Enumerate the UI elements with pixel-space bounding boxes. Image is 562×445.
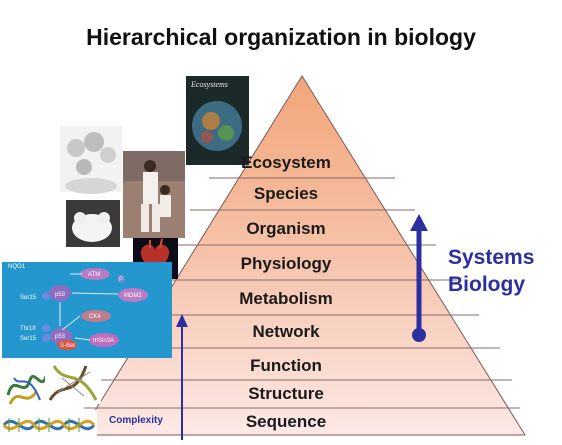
ecosystems-book-image: Ecosystems xyxy=(186,76,249,165)
dna-helix-image xyxy=(2,410,97,440)
level-organism: Organism xyxy=(246,219,326,238)
network-label: Ser15 xyxy=(20,336,37,342)
network-label: S-Ber xyxy=(60,343,75,349)
protein-structure-image xyxy=(2,365,50,411)
level-network: Network xyxy=(252,322,320,341)
network-label: MDM2 xyxy=(124,293,142,299)
level-species: Species xyxy=(253,184,319,203)
complexity-arrow xyxy=(176,314,188,440)
dna-structure-image xyxy=(45,358,101,404)
level-function: Function xyxy=(250,356,322,375)
mouse-photo-image xyxy=(66,200,120,247)
signaling-network-image: NQO1 p53 ATM Ser15 P MDM2 CK4 Thr18 Ser1… xyxy=(2,262,172,358)
network-label: Ser15 xyxy=(20,295,37,301)
family-portrait-image xyxy=(60,126,122,194)
systems-biology-line2: Biology xyxy=(448,273,525,296)
systems-biology-line1: Systems xyxy=(448,246,535,269)
systems-biology-arrow xyxy=(410,214,428,342)
network-label: P xyxy=(119,277,123,283)
book-cover-title: Ecosystems xyxy=(190,80,228,89)
network-label: ATM xyxy=(88,272,100,278)
level-physiology: Physiology xyxy=(240,254,332,273)
level-metabolism: Metabolism xyxy=(239,289,333,308)
network-label: p53 xyxy=(55,292,66,298)
pyramid xyxy=(79,75,526,436)
complexity-label: Complexity xyxy=(109,415,163,426)
level-structure: Structure xyxy=(248,384,324,403)
systems-biology-label: Systems Biology xyxy=(448,244,534,298)
network-label: CK4 xyxy=(89,314,101,320)
level-ecosystem: Ecosystem xyxy=(241,153,331,172)
network-label: Thr18 xyxy=(20,326,36,332)
network-label: mSin3A xyxy=(93,338,114,344)
people-photo-image xyxy=(123,151,185,238)
diagram-title: Hierarchical organization in biology xyxy=(86,24,476,50)
network-label: NQO1 xyxy=(8,264,26,270)
network-label: p53 xyxy=(55,334,66,340)
level-sequence: Sequence xyxy=(245,412,327,431)
